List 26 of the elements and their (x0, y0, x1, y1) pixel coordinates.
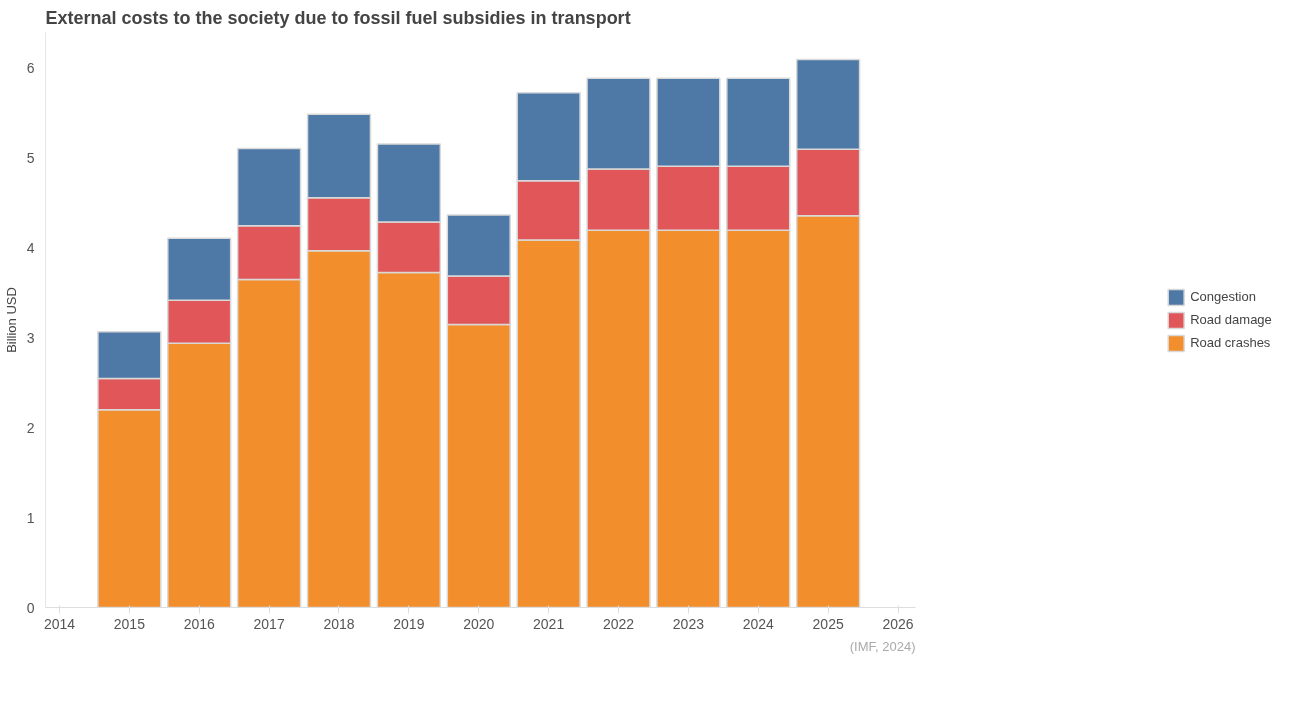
x-tick-label: 2019 (393, 615, 425, 632)
y-tick-label: 6 (26, 60, 35, 77)
x-tick-label: 2014 (43, 615, 76, 632)
x-tick-label: 2026 (882, 615, 914, 632)
x-tick-label: 2022 (602, 615, 635, 632)
y-tick-label: 2 (26, 419, 35, 436)
x-tick-label: 2017 (253, 615, 285, 632)
x-tick-label: 2021 (533, 615, 565, 632)
x-tick-label: 2015 (113, 615, 146, 632)
y-axis-title: Billion USD (3, 287, 19, 353)
x-tick-label: 2024 (742, 615, 775, 632)
y-tick-label: 0 (26, 599, 35, 616)
x-tick-label: 2016 (183, 615, 216, 632)
x-tick-label: 2023 (672, 615, 705, 632)
y-tick-label: 4 (26, 240, 35, 257)
chart-title: External costs to the society due to fossil fuel subsidies in transport (45, 7, 631, 28)
y-tick-label: 1 (26, 509, 35, 526)
x-tick-label: 2020 (463, 615, 495, 632)
legend-label: Road crashes (1190, 335, 1271, 350)
legend-label: Congestion (1190, 289, 1256, 304)
y-tick-label: 5 (26, 150, 35, 167)
legend-label: Road damage (1190, 312, 1272, 327)
x-tick-label: 2018 (323, 615, 355, 632)
y-tick-label: 3 (26, 329, 35, 346)
text: (IMF, 2024) (849, 638, 916, 654)
x-tick-label: 2025 (812, 615, 844, 632)
